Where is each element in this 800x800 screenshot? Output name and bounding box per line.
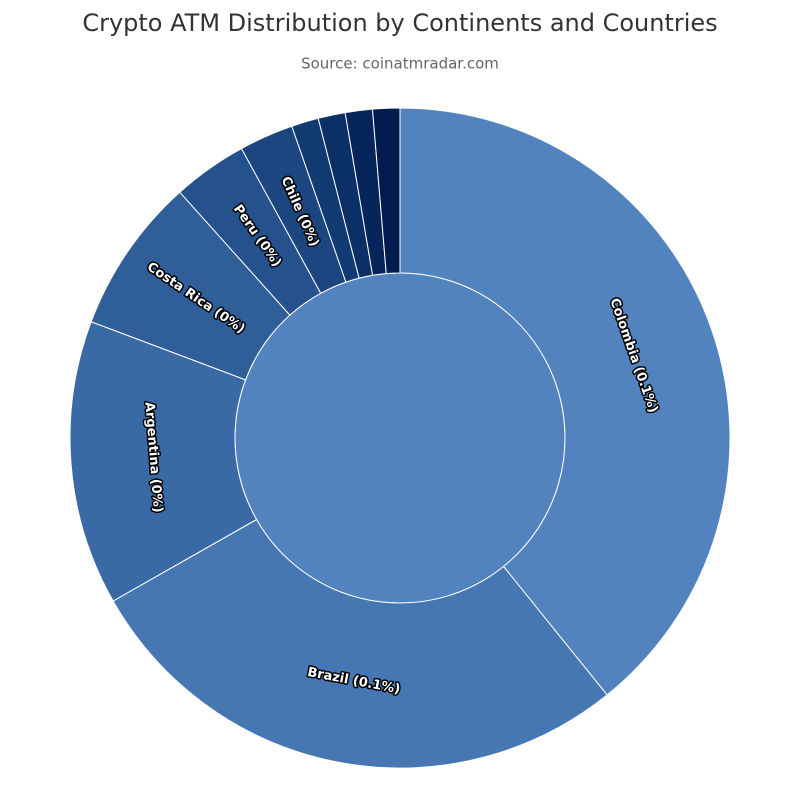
center-node	[234, 272, 566, 604]
ring-segment	[112, 518, 608, 769]
ring-segment	[69, 321, 258, 602]
ring-segment	[371, 107, 401, 275]
ring-segment	[399, 107, 731, 696]
chart-subtitle: Source: coinatmradar.com	[301, 55, 499, 73]
chart-title: Crypto ATM Distribution by Continents an…	[82, 9, 717, 37]
